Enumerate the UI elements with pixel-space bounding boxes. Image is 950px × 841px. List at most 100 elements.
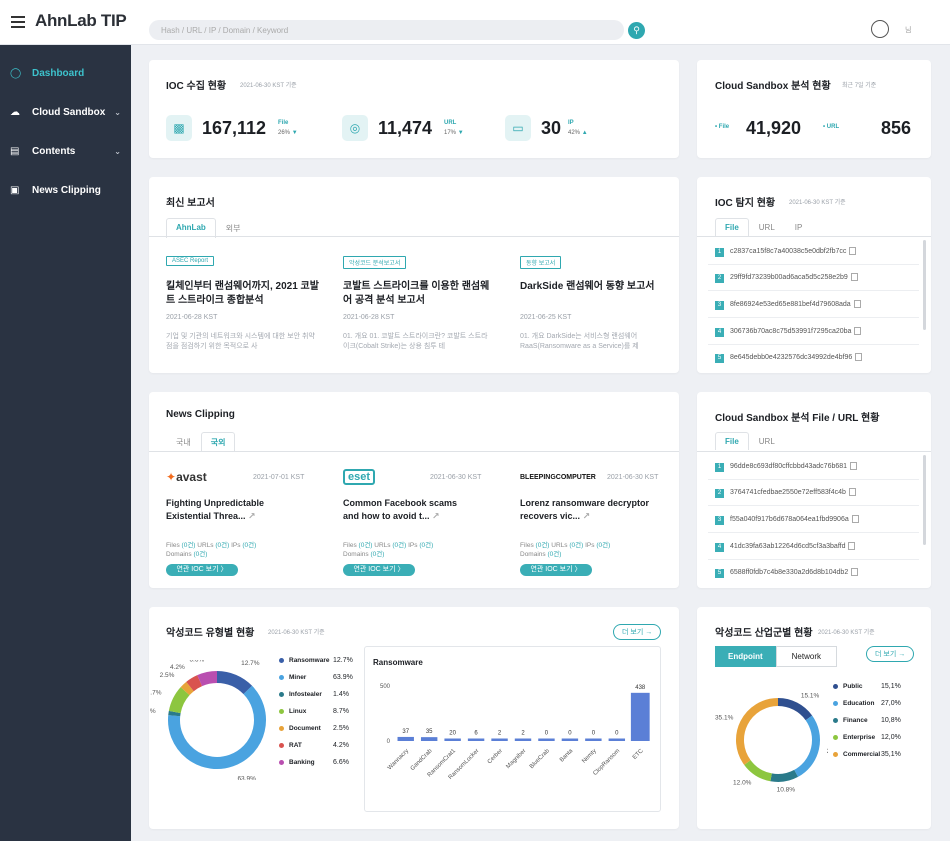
report-title[interactable]: DarkSide 랜섬웨어 동향 보고서 (520, 281, 655, 292)
legend-item: Ransomware (279, 657, 329, 664)
donut-slice-ransomware[interactable] (216, 671, 253, 695)
ioc-url-pct: 17% ▼ (444, 130, 464, 136)
tab-url[interactable]: URL (758, 437, 775, 446)
news-title[interactable]: Common Facebook scams and how to avoid t… (343, 498, 458, 521)
slice-label: 6.6% (189, 660, 204, 663)
copy-icon[interactable] (853, 300, 861, 308)
news-date: 2021-06-30 KST (430, 474, 482, 481)
copy-icon[interactable] (850, 273, 858, 281)
list-item[interactable]: 1 c2837ca15f8c7a40038c5e0dbf2fb7cc (715, 247, 857, 261)
list-item[interactable]: 3 f55a040f917b6d678a064ea1fbd9906a (715, 515, 859, 529)
bar-ransomlocker[interactable] (467, 738, 485, 742)
top-bar: AhnLab TIP Hash / URL / IP / Domain / Ke… (0, 0, 950, 45)
more-button[interactable]: 더 보기 → (613, 624, 662, 640)
copy-icon[interactable] (851, 568, 859, 576)
search-icon[interactable]: ⚲ (628, 22, 645, 39)
sidebar-item-label: Cloud Sandbox (32, 107, 106, 118)
news-title[interactable]: Lorenz ransomware decryptor recovers vic… (520, 498, 650, 521)
scrollbar[interactable] (923, 455, 926, 545)
bar-ransomcrat1[interactable] (444, 738, 461, 742)
copy-icon[interactable] (849, 247, 857, 255)
report-title[interactable]: 킬체인부터 랜섬웨어까지, 2021 코발트 스트라이크 종합분석 (166, 281, 319, 306)
segment-endpoint[interactable]: Endpoint (715, 646, 776, 667)
bar-value-label: 0 (568, 731, 572, 737)
copy-icon[interactable] (854, 327, 862, 335)
user-avatar-icon[interactable] (871, 20, 889, 38)
external-link-icon[interactable]: ↗ (248, 511, 256, 521)
bar-wannacry[interactable] (397, 736, 414, 741)
copy-icon[interactable] (855, 353, 863, 361)
tab-url[interactable]: URL (758, 223, 775, 232)
legend-item: Finance (833, 717, 868, 724)
external-link-icon[interactable]: ↗ (582, 511, 591, 521)
external-link-icon[interactable]: ↗ (432, 511, 440, 521)
donut-slice-finance[interactable] (770, 769, 799, 782)
donut-slice-public[interactable] (777, 698, 813, 721)
tab-foreign[interactable]: 국외 (200, 432, 236, 452)
bar-clopransom[interactable] (608, 738, 626, 742)
tab-file[interactable]: File (715, 218, 749, 236)
donut-slice-linux[interactable] (168, 687, 190, 714)
donut-slice-infostealer[interactable] (168, 710, 181, 717)
copy-icon[interactable] (848, 542, 856, 550)
copy-icon[interactable] (850, 462, 858, 470)
user-name[interactable]: 님 (905, 27, 912, 34)
ransomware-chart-panel (364, 646, 661, 812)
list-item[interactable]: 1 96dde8c693df80cffcbbd43adc76b681 (715, 462, 858, 476)
list-item[interactable]: 5 8e645debb0e4232576dc34992de4bf96 (715, 353, 863, 367)
bar-value-label: 2 (521, 731, 525, 737)
copy-icon[interactable] (851, 515, 859, 523)
bar-etc[interactable] (630, 692, 650, 741)
donut-slice-education[interactable] (794, 715, 820, 777)
bar-magniber[interactable] (514, 738, 532, 742)
bar-value-label: 0 (545, 731, 549, 737)
donut-slice-rat[interactable] (186, 675, 203, 692)
sidebar-item-news-clipping[interactable]: ▣ News Clipping (0, 181, 131, 201)
bar-nemty[interactable] (585, 738, 602, 742)
sandbox-file-label: • File (715, 124, 730, 130)
related-ioc-button[interactable]: 연관 IOC 보기 〉 (343, 564, 415, 576)
sidebar-item-cloud-sandbox[interactable]: ☁ Cloud Sandbox ⌄ (0, 103, 131, 123)
report-summary: 01. 개요 DarkSide는 서비스형 랜섬웨어 RaaS(Ransomwa… (520, 333, 639, 350)
avast-logo: ✦avast (166, 470, 207, 484)
bar-banta[interactable] (561, 738, 579, 742)
card-title: News Clipping (166, 409, 235, 420)
related-ioc-button[interactable]: 연관 IOC 보기 〉 (520, 564, 592, 576)
donut-slice-miner[interactable] (168, 685, 266, 769)
sidebar-item-dashboard[interactable]: ◯ Dashboard (0, 64, 131, 84)
divider (708, 344, 919, 345)
tab-external[interactable]: 외부 (225, 224, 241, 233)
tab-domestic[interactable]: 국내 (176, 438, 191, 447)
report-title[interactable]: 코발트 스트라이크를 이용한 랜섬웨어 공격 분석 보고서 (343, 281, 490, 306)
slice-label: 2.5% (160, 672, 175, 679)
donut-slice-banking[interactable] (197, 671, 218, 687)
search-input[interactable]: Hash / URL / IP / Domain / Keyword (149, 20, 624, 40)
related-ioc-button[interactable]: 연관 IOC 보기 〉 (166, 564, 238, 576)
donut-slice-commercial[interactable] (736, 698, 779, 765)
tab-ip[interactable]: IP (794, 223, 803, 232)
legend-item: Enterprise (833, 734, 875, 741)
donut-slice-document[interactable] (180, 681, 194, 696)
copy-icon[interactable] (848, 488, 856, 496)
donut-slice-enterprise[interactable] (744, 759, 773, 782)
bar-cerber[interactable] (491, 738, 508, 742)
app-logo[interactable]: AhnLab TIP (35, 11, 127, 30)
sidebar-item-contents[interactable]: ▤ Contents ⌄ (0, 142, 131, 162)
list-item[interactable]: 3 8fe86924e53ed65e881bef4d79608ada (715, 300, 861, 314)
tab-file[interactable]: File (715, 432, 749, 450)
trend-down-icon: ▼ (291, 130, 298, 136)
menu-icon[interactable] (11, 16, 25, 28)
ioc-ip-count: 30 (541, 118, 562, 138)
list-item[interactable]: 4 41dc39fa63ab12264d6cd5cf3a3baffd (715, 542, 856, 556)
bar-gandcrab[interactable] (420, 737, 438, 741)
scrollbar[interactable] (923, 240, 926, 330)
list-item[interactable]: 2 29ff9fd73239b00ad6aca5d5c258e2b9 (715, 273, 858, 287)
more-button[interactable]: 더 보기 → (866, 646, 915, 662)
tab-ahnlab[interactable]: AhnLab (166, 218, 216, 238)
news-title[interactable]: Fighting Unpredictable Existential Threa… (166, 498, 264, 521)
segment-network[interactable]: Network (775, 646, 837, 667)
list-item[interactable]: 2 3764741cfedbae2550e72eff583f4c4b (715, 488, 856, 502)
list-item[interactable]: 5 6588ff0fdb7c4b8e330a2d6d8b104db2 (715, 568, 859, 582)
list-item[interactable]: 4 306736b70ac8c75d53991f7295ca20ba (715, 327, 862, 341)
bar-bluecrab[interactable] (538, 738, 555, 742)
